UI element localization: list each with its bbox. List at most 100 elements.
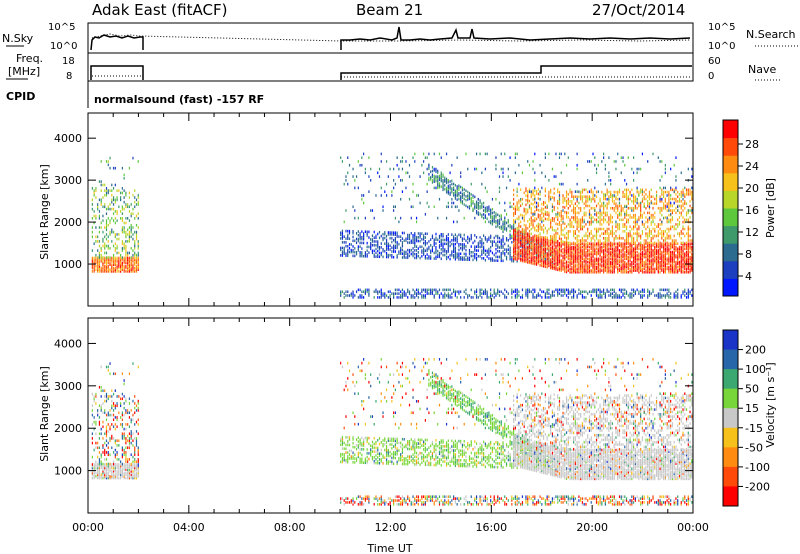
radar-cell <box>604 255 606 259</box>
radar-cell <box>530 246 532 250</box>
radar-cell <box>484 236 486 239</box>
radar-cell <box>678 254 681 257</box>
radar-cell <box>650 200 652 203</box>
radar-cell <box>641 190 644 193</box>
radar-cell <box>454 242 456 246</box>
radar-cell <box>587 265 589 269</box>
radar-cell <box>468 207 471 210</box>
radar-cell <box>569 249 571 252</box>
radar-cell <box>445 236 448 240</box>
radar-cell <box>396 156 398 159</box>
radar-cell <box>675 179 677 182</box>
radar-cell <box>603 227 605 231</box>
radar-cell <box>601 232 603 235</box>
radar-cell <box>557 218 559 221</box>
radar-cell <box>611 269 614 272</box>
radar-cell <box>588 249 591 252</box>
radar-cell <box>583 269 585 272</box>
radar-cell <box>588 252 591 256</box>
radar-cell <box>470 233 472 237</box>
radar-cell <box>424 241 426 245</box>
radar-cell <box>633 260 635 264</box>
radar-cell <box>625 292 628 295</box>
radar-cell <box>663 257 665 261</box>
radar-cell <box>91 203 93 206</box>
radar-cell <box>641 188 644 192</box>
radar-cell <box>638 252 640 256</box>
radar-cell <box>648 294 651 297</box>
radar-cell <box>428 247 430 251</box>
radar-cell <box>610 254 612 257</box>
radar-cell <box>509 229 511 233</box>
radar-cell <box>622 254 624 257</box>
radar-cell <box>657 234 659 238</box>
radar-cell <box>668 250 670 254</box>
radar-cell <box>490 208 492 212</box>
radar-cell <box>671 225 674 229</box>
radar-cell <box>618 294 621 297</box>
radar-cell <box>465 195 467 198</box>
radar-cell <box>677 265 679 269</box>
radar-cell <box>370 241 372 245</box>
radar-cell <box>595 247 598 251</box>
radar-cell <box>611 296 614 299</box>
radar-cell <box>451 201 453 205</box>
radar-cell <box>615 211 617 215</box>
radar-cell <box>505 186 508 190</box>
radar-cell <box>581 236 584 240</box>
radar-cell <box>102 237 104 241</box>
radar-cell <box>137 226 139 229</box>
radar-cell <box>599 241 601 245</box>
radar-cell <box>481 182 483 186</box>
radar-cell <box>590 245 592 249</box>
radar-cell <box>627 252 629 256</box>
radar-cell <box>498 255 501 259</box>
radar-cell <box>118 265 120 268</box>
radar-cell <box>495 247 497 251</box>
radar-cell <box>417 251 419 254</box>
radar-cell <box>565 190 568 194</box>
radar-cell <box>638 190 640 194</box>
radar-cell <box>424 236 426 239</box>
radar-cell <box>109 189 111 192</box>
radar-cell <box>650 255 652 259</box>
radar-cell <box>375 251 377 255</box>
radar-cell <box>613 255 615 259</box>
radar-cell <box>615 167 617 171</box>
radar-cell <box>645 260 647 264</box>
radar-cell <box>490 259 492 262</box>
radar-cell <box>564 255 566 258</box>
radar-cell <box>576 182 578 186</box>
radar-cell <box>453 192 455 195</box>
radar-cell <box>384 190 386 193</box>
nave-tick-top: 60 <box>708 56 721 67</box>
radar-cell <box>447 288 449 292</box>
radar-cell <box>114 200 116 204</box>
radar-cell <box>576 167 578 171</box>
radar-cell <box>638 244 640 247</box>
radar-cell <box>498 175 501 178</box>
radar-cell <box>521 239 524 243</box>
radar-cell <box>565 202 568 205</box>
radar-cell <box>467 196 469 199</box>
radar-cell <box>560 237 562 241</box>
radar-cell <box>109 233 111 236</box>
radar-cell <box>618 204 621 208</box>
radar-cell <box>495 216 497 219</box>
radar-cell <box>548 199 550 203</box>
radar-cell <box>617 190 619 194</box>
radar-cell <box>659 265 661 269</box>
radar-cell <box>513 193 515 197</box>
radar-cell <box>123 226 125 229</box>
radar-cell <box>659 296 661 299</box>
radar-cell <box>125 233 127 236</box>
radar-cell <box>608 175 610 178</box>
radar-cell <box>461 256 464 259</box>
radar-cell <box>673 265 675 269</box>
radar-cell <box>516 217 518 221</box>
radar-cell <box>599 247 601 251</box>
radar-cell <box>428 165 430 169</box>
radar-cell <box>670 250 672 254</box>
radar-cell <box>527 245 529 249</box>
radar-cell <box>532 248 534 252</box>
